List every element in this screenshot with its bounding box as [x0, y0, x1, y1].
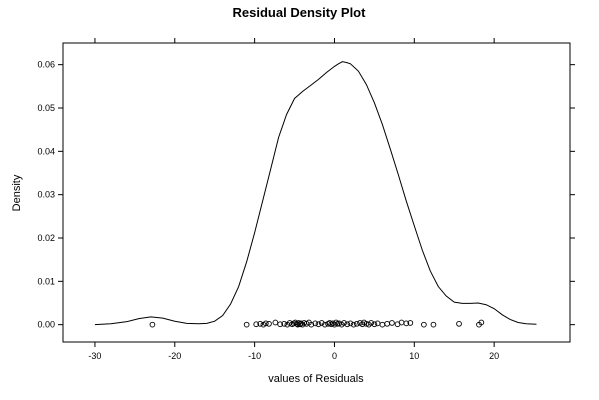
residual-point: [253, 321, 260, 328]
residual-point: [243, 321, 250, 328]
x-axis-ticks: -30 -20 -10 0 10 20: [88, 38, 499, 361]
residual-point: [456, 320, 462, 327]
x-tick-label: -10: [248, 351, 261, 361]
plot-frame: [62, 42, 571, 343]
residual-point: [478, 319, 485, 326]
y-axis-label: Density: [11, 174, 23, 211]
residual-point: [322, 321, 328, 328]
y-tick-label: 0.06: [37, 60, 55, 70]
residual-point: [298, 320, 304, 327]
residual-point: [384, 320, 391, 327]
residual-point: [389, 320, 395, 326]
residual-point: [308, 321, 315, 328]
residual-point: [277, 321, 284, 328]
x-tick-label: 10: [409, 351, 419, 361]
residual-points: [149, 319, 485, 328]
residual-point: [398, 319, 405, 326]
x-tick-label: -30: [88, 351, 101, 361]
y-tick-label: 0.01: [37, 276, 55, 286]
y-tick-label: 0.04: [37, 146, 55, 156]
x-axis-label: values of Residuals: [268, 373, 364, 385]
residual-point: [272, 319, 279, 326]
y-axis-ticks: 0.00 0.01 0.02 0.03 0.04 0.05 0.06: [37, 60, 575, 330]
residual-point: [368, 320, 375, 326]
residual-point: [347, 320, 354, 327]
y-tick-label: 0.02: [37, 233, 55, 243]
residual-point: [353, 320, 360, 327]
y-tick-label: 0.00: [37, 320, 55, 330]
residual-point: [149, 321, 156, 328]
residual-point: [379, 321, 386, 328]
y-tick-label: 0.05: [37, 103, 55, 113]
y-tick-label: 0.03: [37, 190, 55, 200]
residual-point: [359, 321, 366, 328]
chart-title: Residual Density Plot: [233, 5, 367, 20]
residual-point: [371, 321, 378, 328]
residual-point: [333, 319, 339, 326]
residual-point: [403, 320, 410, 327]
residual-point: [312, 320, 319, 327]
residual-point: [281, 320, 288, 327]
residual-point: [350, 321, 357, 328]
residual-point: [407, 320, 414, 326]
residual-point: [341, 320, 347, 326]
density-line: [94, 61, 537, 326]
residual-point: [374, 320, 381, 327]
residual-point: [318, 320, 325, 326]
residual-point: [299, 321, 306, 328]
x-tick-label: 20: [489, 351, 499, 361]
residual-point: [315, 321, 322, 328]
residual-point: [344, 321, 351, 328]
residual-point: [262, 320, 269, 327]
x-tick-label: -20: [168, 351, 181, 361]
residual-point: [257, 320, 264, 327]
residual-point: [421, 321, 427, 328]
x-tick-label: 0: [332, 351, 337, 361]
residual-point: [297, 321, 303, 328]
residual-point: [266, 320, 272, 327]
residual-point: [326, 320, 333, 326]
residual-point: [430, 321, 437, 328]
